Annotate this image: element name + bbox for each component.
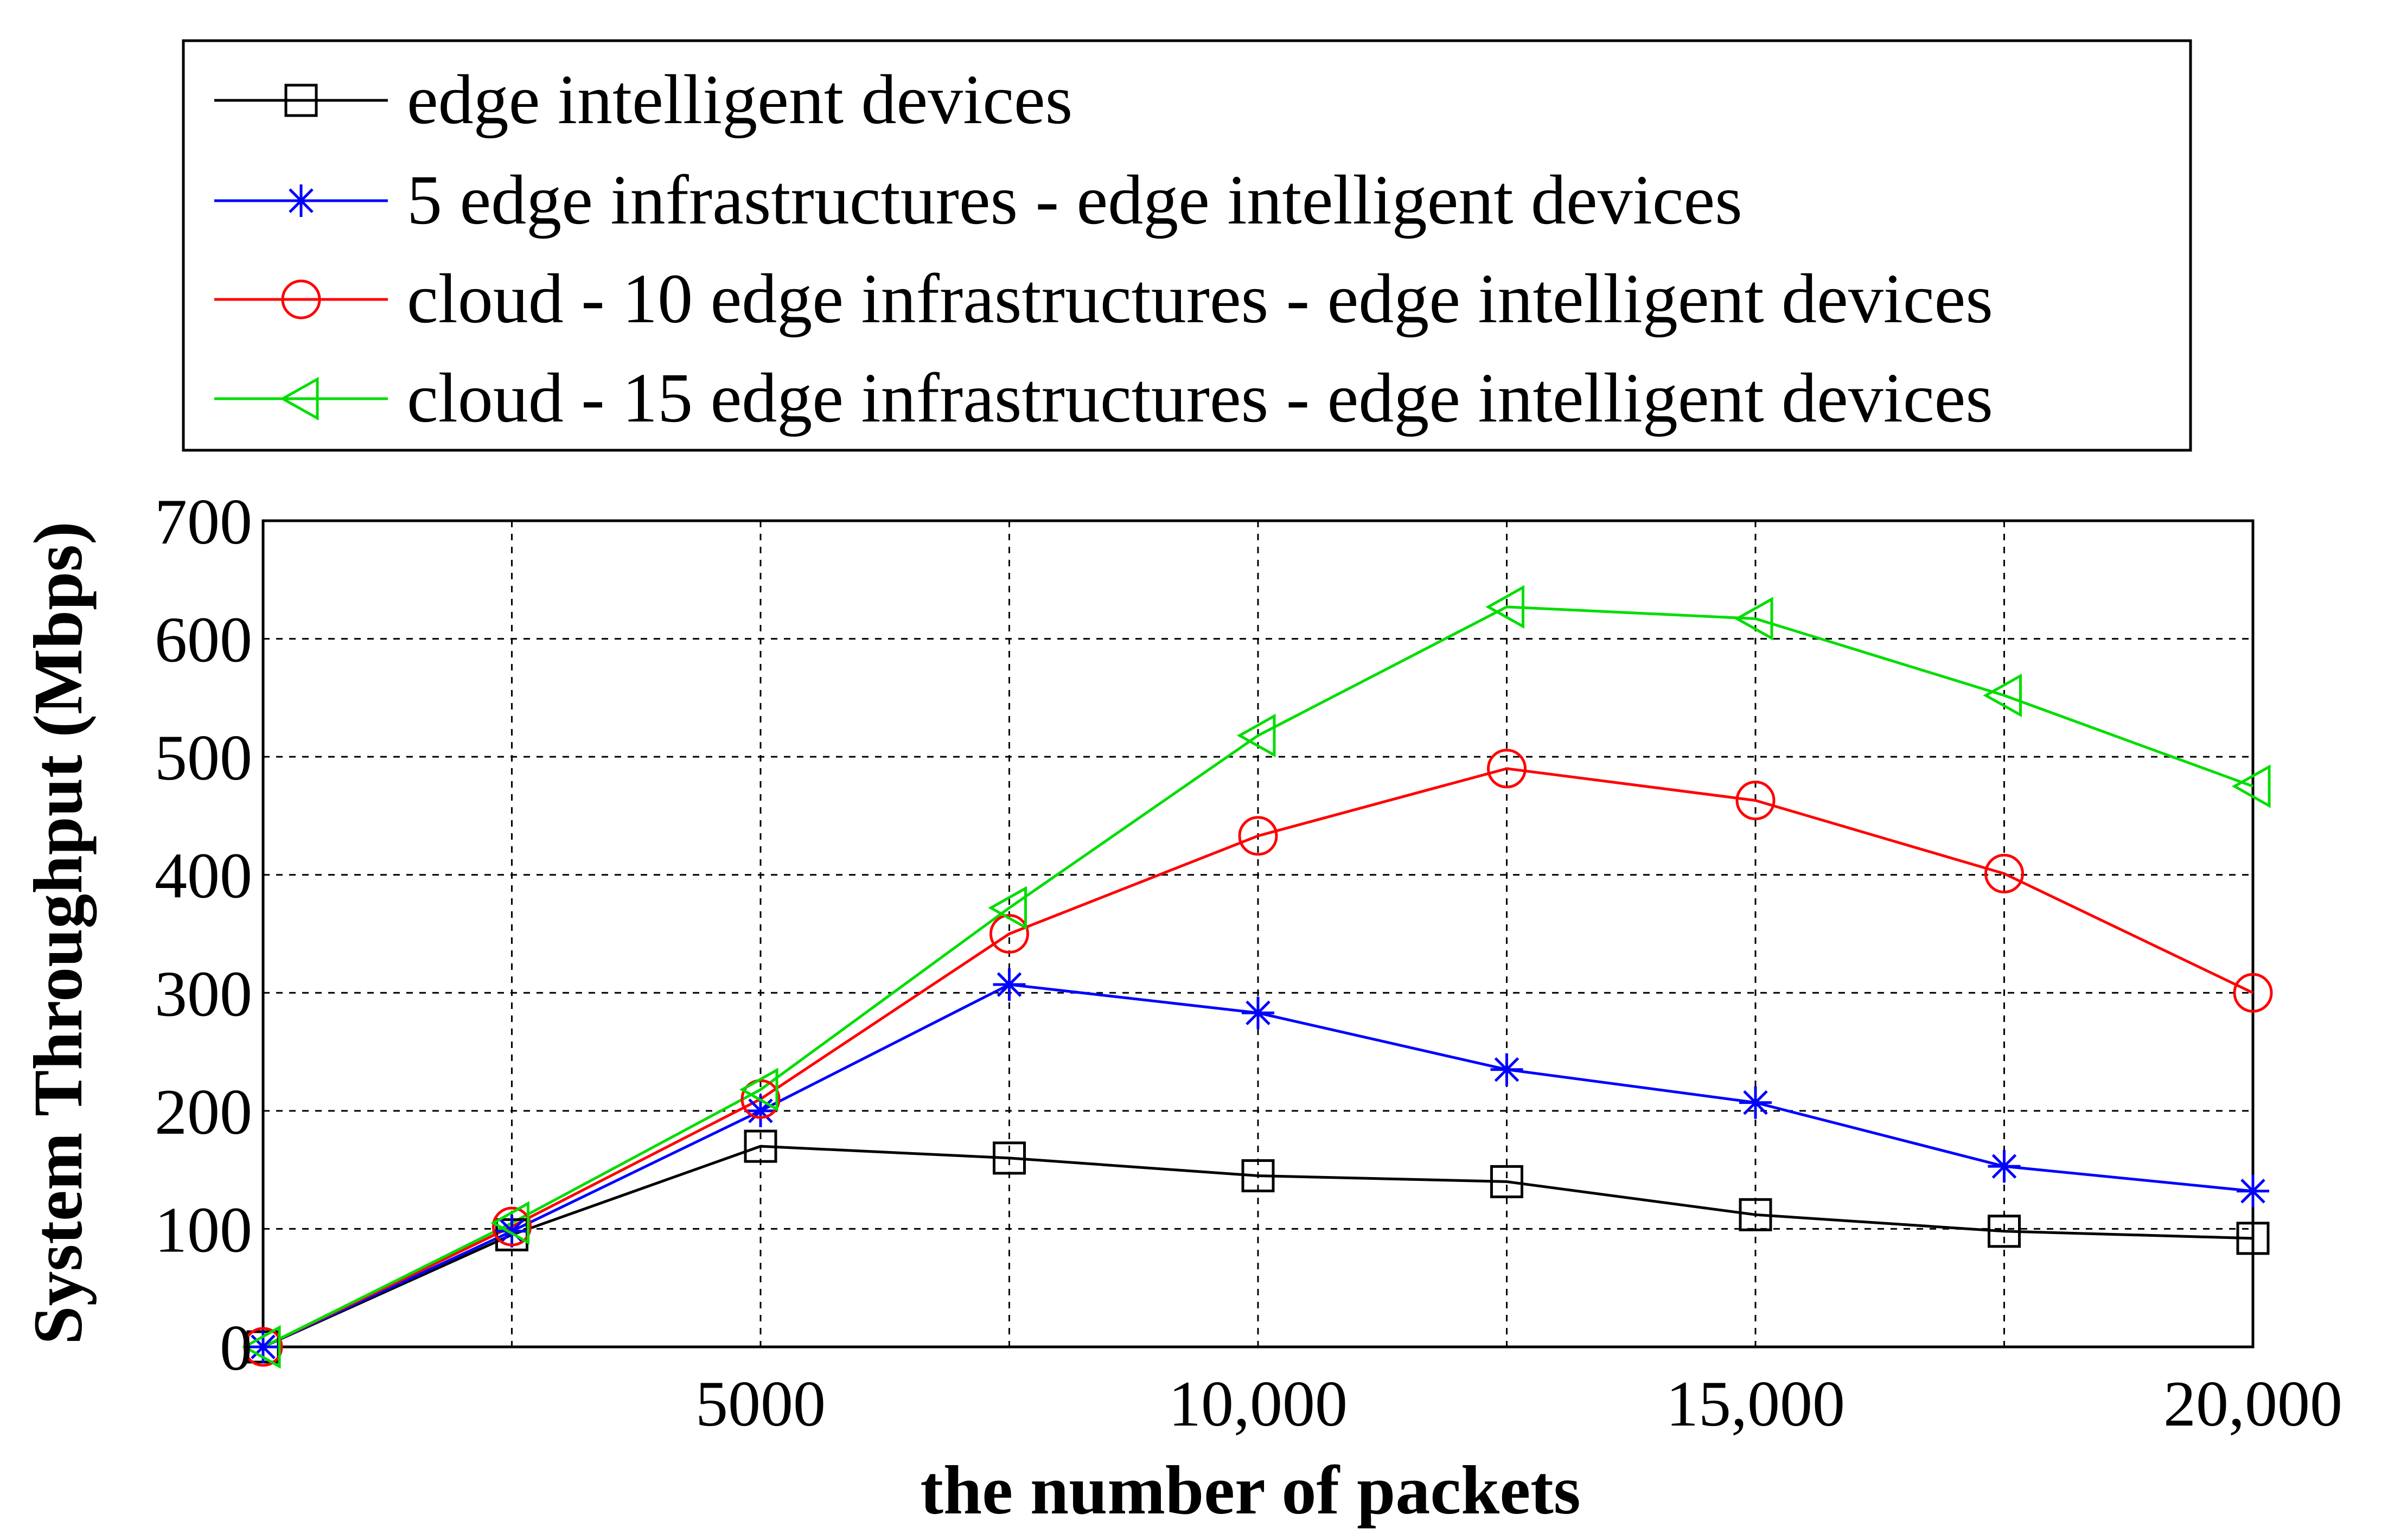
x-tick-labels: 5000 10,000 15,000 20,000 <box>695 1368 2342 1440</box>
series-line-4 <box>262 605 2253 1349</box>
legend: edge intelligent devices 5 edge infrastru… <box>182 39 2192 452</box>
data-point-marker <box>1241 1159 1275 1193</box>
legend-box <box>182 39 2192 452</box>
data-point-marker <box>993 968 1026 1001</box>
data-point-marker <box>739 1068 778 1111</box>
data-point-marker <box>1983 673 2022 718</box>
y-tick-label: 200 <box>155 1076 252 1148</box>
data-point-marker <box>993 1141 1026 1175</box>
plot-frame <box>261 519 2255 1349</box>
legend-marker <box>285 184 317 217</box>
data-point-marker <box>2233 973 2273 1013</box>
data-point-marker <box>1734 597 1773 641</box>
data-point-marker <box>744 1094 777 1127</box>
data-point-marker <box>1739 1086 1772 1119</box>
legend-label: cloud - 15 edge infrastructures - edge i… <box>407 359 1993 437</box>
legend-label: edge intelligent devices <box>407 61 1072 139</box>
data-point-marker <box>1988 1150 2021 1183</box>
series-markers <box>241 585 2273 1369</box>
data-point-marker <box>988 886 1027 930</box>
data-point-marker <box>1238 816 1278 856</box>
legend-marker <box>284 84 318 117</box>
y-tick-label: 100 <box>155 1193 252 1266</box>
data-point-marker <box>744 1129 777 1163</box>
x-axis-label: the number of packets <box>920 1452 1580 1529</box>
data-point-marker <box>1984 854 2024 894</box>
y-tick-label: 400 <box>155 840 252 912</box>
data-point-marker <box>2237 1174 2269 1207</box>
y-tick-label: 500 <box>155 721 252 794</box>
series-line-3 <box>262 767 2254 1349</box>
data-point-marker <box>2231 764 2271 808</box>
data-point-marker <box>1490 1165 1523 1198</box>
data-point-marker <box>1242 996 1274 1030</box>
data-point-marker <box>1487 749 1527 789</box>
data-point-marker <box>1490 1053 1523 1086</box>
plot-area <box>241 519 2273 1369</box>
data-point-marker <box>1236 713 1276 758</box>
legend-marker <box>281 279 321 319</box>
data-point-marker <box>2236 1222 2270 1255</box>
y-tick-labels: 0 100 200 300 400 500 600 700 <box>155 485 252 1384</box>
x-tick-label: 5000 <box>695 1368 826 1440</box>
x-tick-label: 20,000 <box>2163 1368 2342 1440</box>
series-line-1 <box>262 1145 2253 1349</box>
x-tick-label: 15,000 <box>1666 1368 1845 1440</box>
y-tick-label: 700 <box>155 485 252 558</box>
data-point-marker <box>1988 1215 2021 1248</box>
y-tick-label: 600 <box>155 604 252 676</box>
x-tick-label: 10,000 <box>1169 1368 1348 1440</box>
legend-marker <box>279 376 319 421</box>
y-tick-label: 0 <box>220 1312 252 1384</box>
data-point-marker <box>495 1215 528 1248</box>
data-point-marker <box>490 1201 529 1245</box>
grid-lines <box>263 521 2253 1347</box>
data-point-marker <box>1735 781 1776 821</box>
data-point-marker <box>492 1206 532 1247</box>
data-point-marker <box>1739 1198 1772 1231</box>
legend-label: 5 edge infrastructures - edge intelligen… <box>407 161 1742 239</box>
data-point-marker <box>989 914 1029 954</box>
y-axis-label: System Throughput (Mbps) <box>20 521 97 1344</box>
data-point-marker <box>1485 585 1524 629</box>
legend-label: cloud - 10 edge infrastructures - edge i… <box>407 260 1993 338</box>
data-point-marker <box>247 1331 279 1363</box>
data-point-marker <box>241 1325 281 1369</box>
y-tick-label: 300 <box>155 957 252 1030</box>
